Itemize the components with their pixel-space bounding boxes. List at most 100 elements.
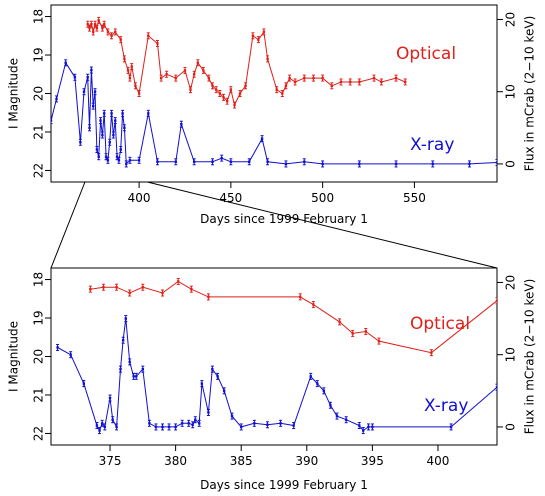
data-point xyxy=(280,90,284,97)
y-tick-label-right: 0 xyxy=(504,423,518,431)
data-point xyxy=(161,423,164,431)
data-point xyxy=(122,55,126,63)
data-point xyxy=(117,156,121,164)
data-point xyxy=(266,55,270,63)
y-tick-label-left: 20 xyxy=(32,349,46,364)
data-point xyxy=(115,423,119,431)
data-point xyxy=(206,408,210,416)
y-axis-label-right: Flux in mCrab (2−10 keV) xyxy=(523,16,537,172)
data-point xyxy=(302,158,306,166)
data-point xyxy=(119,36,123,44)
data-point xyxy=(251,32,255,40)
data-point xyxy=(102,20,106,28)
data-point xyxy=(174,74,178,82)
y-axis-label-left: I Magnitude xyxy=(7,321,21,392)
data-point xyxy=(119,145,123,153)
data-point xyxy=(216,372,220,380)
data-point xyxy=(91,28,95,36)
data-point xyxy=(108,138,112,146)
x-axis-label: Days since 1999 February 1 xyxy=(200,478,368,492)
data-point xyxy=(108,394,112,402)
data-point xyxy=(89,66,93,74)
data-point xyxy=(239,423,243,431)
data-point xyxy=(110,109,114,117)
data-point xyxy=(311,301,315,309)
data-point xyxy=(192,158,196,166)
data-point xyxy=(364,327,368,335)
data-point xyxy=(128,156,132,164)
data-point xyxy=(99,117,103,125)
data-point xyxy=(197,419,201,427)
data-point xyxy=(377,337,381,345)
data-point xyxy=(311,74,315,82)
data-point xyxy=(328,401,332,409)
data-point xyxy=(256,36,260,44)
data-point xyxy=(147,419,151,427)
data-point xyxy=(284,160,288,168)
data-point xyxy=(97,153,101,161)
data-point xyxy=(56,343,60,351)
data-point xyxy=(394,160,398,168)
data-point xyxy=(330,82,334,90)
plot-area xyxy=(51,16,497,168)
data-point xyxy=(98,427,102,435)
data-point xyxy=(159,74,163,82)
data-point xyxy=(252,419,256,427)
data-point xyxy=(262,28,266,36)
data-point xyxy=(106,156,110,164)
data-point xyxy=(366,423,370,431)
data-point xyxy=(238,90,242,97)
data-point xyxy=(183,66,187,74)
x-tick-label: 390 xyxy=(295,454,318,468)
data-point xyxy=(134,372,138,380)
data-point xyxy=(55,95,59,103)
x-tick-label: 375 xyxy=(99,454,122,468)
data-point xyxy=(196,59,200,67)
data-point xyxy=(132,372,136,380)
data-point xyxy=(293,78,297,86)
data-point xyxy=(111,131,115,139)
data-point xyxy=(93,88,97,96)
data-point xyxy=(357,421,361,429)
x-tick-label: 550 xyxy=(403,191,426,205)
data-point xyxy=(95,24,99,32)
data-point xyxy=(128,74,132,82)
data-point xyxy=(174,423,178,431)
data-point xyxy=(429,349,433,357)
data-point xyxy=(275,86,279,94)
data-point xyxy=(210,365,214,373)
data-point xyxy=(95,421,99,429)
data-point xyxy=(394,74,398,82)
data-point xyxy=(102,109,106,117)
data-point xyxy=(100,131,104,139)
bottom-panel: 375 380 385 390 395 400 18 19 20 21 22 0 10 20 I Magni… xyxy=(7,267,537,492)
data-point xyxy=(113,28,117,36)
zoom-connector xyxy=(50,181,498,269)
data-point xyxy=(309,372,313,380)
data-point xyxy=(292,421,296,429)
data-point xyxy=(266,158,270,166)
y-axis-label-right: Flux in mCrab (2−10 keV) xyxy=(523,279,537,435)
data-point xyxy=(244,82,248,90)
optical-label: Optical xyxy=(396,44,456,64)
x-tick-label: 380 xyxy=(164,454,187,468)
data-point xyxy=(467,160,471,168)
data-point xyxy=(222,93,226,101)
data-point xyxy=(121,336,125,344)
plot-frame xyxy=(50,4,498,183)
data-point xyxy=(73,73,77,81)
data-point xyxy=(193,416,197,424)
data-point xyxy=(137,90,141,97)
y-tick-label-left: 20 xyxy=(32,86,46,101)
data-point xyxy=(321,74,325,82)
data-point xyxy=(113,117,117,125)
x-tick-label: 395 xyxy=(361,454,384,468)
data-point xyxy=(220,154,224,162)
data-point xyxy=(288,74,292,82)
data-point xyxy=(207,74,211,82)
data-point xyxy=(279,419,283,427)
data-point xyxy=(69,351,73,359)
data-point xyxy=(222,387,226,395)
data-point xyxy=(298,293,302,301)
